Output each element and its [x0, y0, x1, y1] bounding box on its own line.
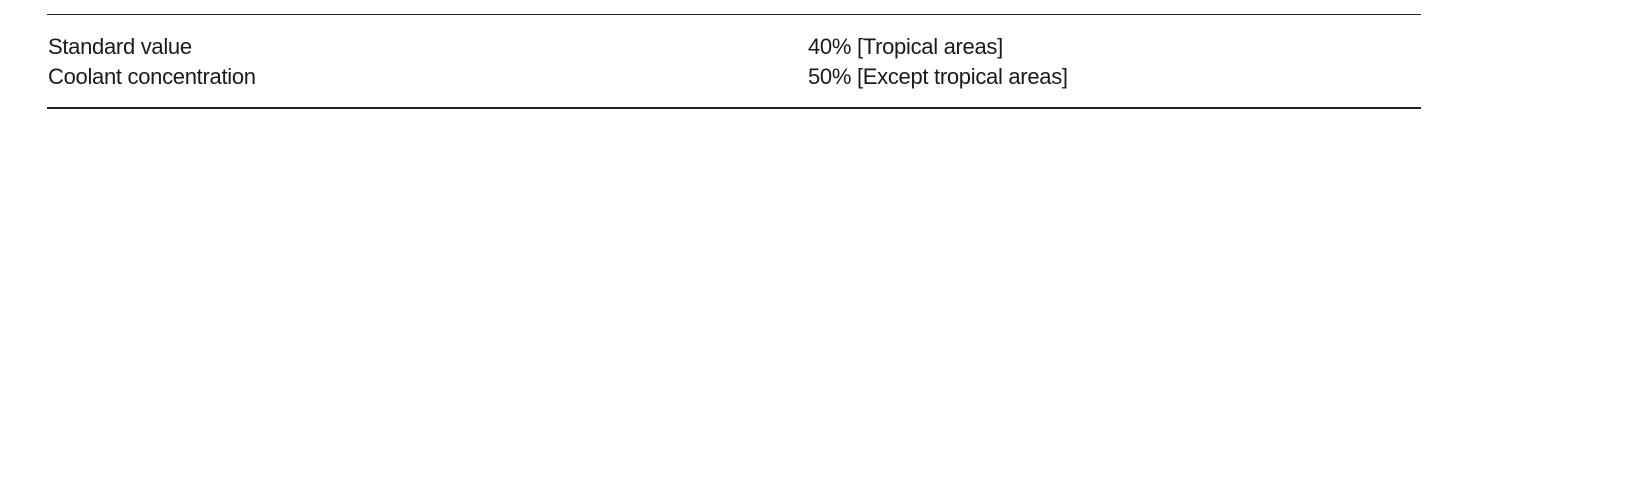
table-row: Standard value 40% [Tropical areas] [48, 34, 1418, 64]
table-bottom-rule [47, 107, 1421, 109]
row-value: 50% [Except tropical areas] [808, 64, 1068, 89]
table-row: Coolant concentration 50% [Except tropic… [48, 64, 1418, 94]
row-label: Coolant concentration [48, 64, 256, 89]
row-value: 40% [Tropical areas] [808, 34, 1003, 59]
row-label: Standard value [48, 34, 192, 59]
table-top-rule [47, 14, 1421, 15]
